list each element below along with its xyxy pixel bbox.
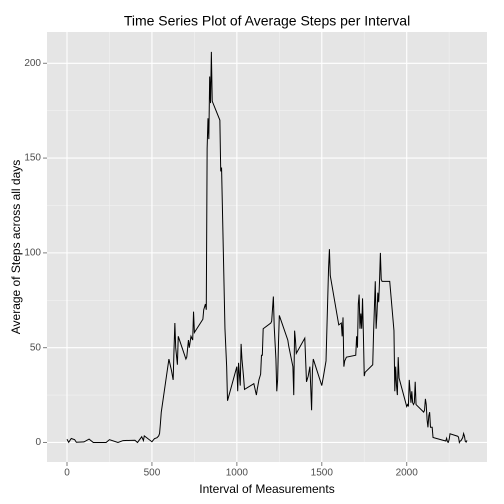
x-tick-label: 500 [144, 468, 161, 479]
series-line [66, 51, 468, 444]
x-tick-label: 0 [64, 468, 70, 479]
y-tick-label: 50 [30, 342, 42, 353]
y-tick-label: 0 [35, 437, 41, 448]
y-tick-label: 150 [24, 153, 41, 164]
x-tick-label: 2000 [396, 468, 419, 479]
y-axis-title: Average of Steps across all days [9, 160, 23, 335]
x-tick-label: 1500 [311, 468, 334, 479]
x-axis-title: Interval of Measurements [199, 482, 334, 496]
chart-title: Time Series Plot of Average Steps per In… [124, 13, 410, 29]
y-tick-label: 200 [24, 58, 41, 69]
y-tick-label: 100 [24, 248, 41, 259]
x-tick-label: 1000 [226, 468, 249, 479]
panel [47, 32, 487, 462]
